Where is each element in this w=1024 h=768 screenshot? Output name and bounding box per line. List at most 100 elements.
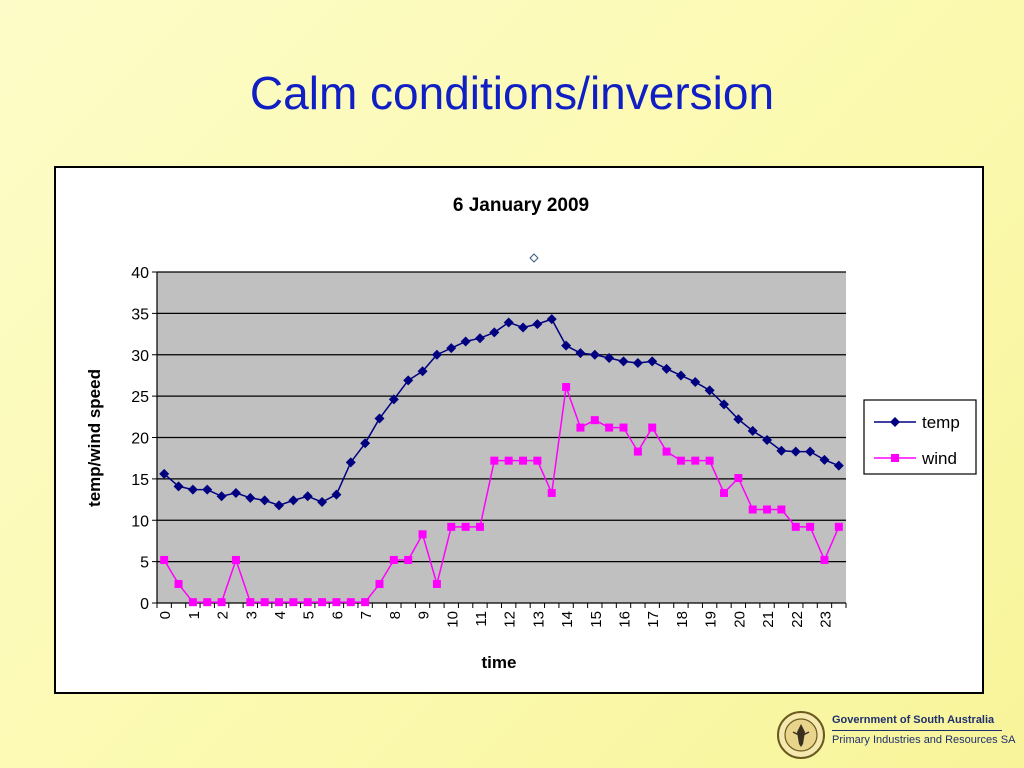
x-tick-label: 7 <box>358 611 375 619</box>
x-tick-label: 8 <box>387 611 404 619</box>
legend-label: temp <box>922 413 960 432</box>
footer-logo: Government of South Australia Primary In… <box>776 710 1016 762</box>
wind-point <box>834 522 843 531</box>
x-tick-label: 18 <box>674 611 691 628</box>
x-tick-label: 12 <box>502 611 519 628</box>
wind-point <box>676 456 685 465</box>
stray-diamond-marker-icon <box>529 253 539 263</box>
x-tick-label: 16 <box>617 611 634 628</box>
y-axis-label: temp/wind speed <box>85 369 104 507</box>
temp-point <box>790 446 801 457</box>
temp-point <box>159 468 170 479</box>
temp-point <box>690 377 701 388</box>
wind-point <box>332 598 341 607</box>
dept-name: Primary Industries and Resources SA <box>832 734 1016 746</box>
wind-point <box>820 555 829 564</box>
wind-point <box>174 579 183 588</box>
wind-point <box>533 456 542 465</box>
legend-label: wind <box>921 449 957 468</box>
org-name: Government of South Australia <box>832 714 995 726</box>
temp-point <box>704 385 715 396</box>
temp-point <box>575 348 586 359</box>
temp-point <box>718 399 729 410</box>
wind-point <box>719 488 728 497</box>
x-tick-label: 2 <box>215 611 232 619</box>
x-tick-label: 9 <box>416 611 433 619</box>
y-tick-label: 10 <box>131 513 149 530</box>
wind-point <box>763 505 772 514</box>
temp-point <box>230 487 241 498</box>
legend-diamond-icon <box>890 417 900 427</box>
wind-point <box>160 555 169 564</box>
temp-point <box>518 322 529 333</box>
temp-point <box>532 319 543 330</box>
x-tick-label: 14 <box>559 611 576 628</box>
temp-point <box>618 356 629 367</box>
slide-title: Calm conditions/inversion <box>249 67 775 119</box>
temp-point <box>819 454 830 465</box>
temp-point <box>302 491 313 502</box>
temp-point <box>647 356 658 367</box>
temp-point <box>474 333 485 344</box>
temp-point <box>589 349 600 360</box>
wind-point <box>289 598 298 607</box>
x-tick-label: 1 <box>186 611 203 619</box>
y-axis-ticks: 0 5 10 15 20 25 30 35 40 <box>131 265 157 613</box>
wind-point <box>777 505 786 514</box>
temp-point <box>216 491 227 502</box>
temp-point <box>388 394 399 405</box>
wind-point <box>275 598 284 607</box>
temp-point <box>632 358 643 369</box>
temp-point <box>417 366 428 377</box>
temp-point <box>747 425 758 436</box>
x-tick-label: 13 <box>530 611 547 628</box>
x-tick-label: 22 <box>789 611 806 628</box>
temp-point <box>546 314 557 325</box>
temp-point <box>833 460 844 471</box>
temp-point <box>561 340 572 351</box>
plot-area <box>156 271 846 604</box>
x-tick-label: 0 <box>157 611 174 619</box>
wind-point <box>691 456 700 465</box>
y-tick-label: 40 <box>131 265 149 282</box>
state-seal-icon <box>777 711 825 759</box>
wind-point <box>734 474 743 483</box>
wind-point <box>246 598 255 607</box>
x-tick-label: 17 <box>645 611 662 628</box>
x-axis-label: time <box>482 653 517 672</box>
temp-point <box>733 414 744 425</box>
temp-point <box>374 413 385 424</box>
wind-point <box>662 447 671 456</box>
wind-point <box>318 598 327 607</box>
temp-point <box>675 370 686 381</box>
temp-point <box>762 434 773 445</box>
temp-point <box>604 353 615 364</box>
temp-point <box>360 438 371 449</box>
temp-point <box>187 484 198 495</box>
temp-point <box>489 327 500 338</box>
wind-point <box>562 383 571 392</box>
chart-legend: temp wind <box>863 399 977 475</box>
x-tick-label: 11 <box>473 611 490 627</box>
wind-point <box>188 598 197 607</box>
x-tick-label: 3 <box>243 611 260 619</box>
wind-point <box>260 598 269 607</box>
wind-point <box>490 456 499 465</box>
temp-point <box>274 500 285 511</box>
wind-point <box>375 579 384 588</box>
temp-point <box>245 492 256 503</box>
series-temp <box>159 314 844 511</box>
temp-point <box>403 375 414 386</box>
y-tick-label: 30 <box>131 348 149 365</box>
wind-point <box>705 456 714 465</box>
temp-point <box>173 481 184 492</box>
wind-point <box>519 456 528 465</box>
x-tick-label: 15 <box>588 611 605 628</box>
wind-point <box>389 555 398 564</box>
temp-point <box>661 363 672 374</box>
wind-point <box>605 423 614 432</box>
wind-point <box>576 423 585 432</box>
wind-point <box>217 598 226 607</box>
